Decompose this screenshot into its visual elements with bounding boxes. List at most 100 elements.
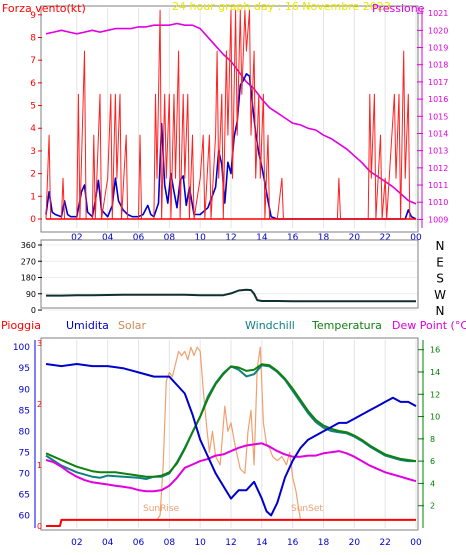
temperature-tick-label: 14 [430,368,440,377]
pressure-label: Pressione [372,2,425,15]
y-left-tick-label: 2 [30,170,36,180]
direction-tick-label: 270 [21,257,36,266]
rain-tick-label: 1 [37,461,42,470]
chart-title: 24 hour graph day : 16 Novembre 2023 [172,0,391,13]
x-tick-label: 06 [133,233,145,243]
wind-pressure-frame [40,5,419,233]
x-tick-label: 08 [164,233,176,243]
temperature-line [45,363,417,478]
direction-tick-label: 90 [26,290,36,299]
wind-pressure-axes: 02 04 06 08 10 12 14 16 18 20 22 000123456789100910… [30,8,448,243]
x-tick-label: 06 [133,538,145,548]
rain-line [46,518,416,527]
temperature-tick-label: 12 [430,390,440,399]
wind-line [45,9,416,220]
compass-label: S [436,272,444,286]
y-right-tick-label: 1019 [428,44,448,53]
x-tick-label: 20 [349,233,361,243]
wind-direction-frame [40,239,419,309]
windchill-label: Windchill [245,319,295,332]
y-left-tick-label: 8 [30,33,36,43]
wind-direction-series [46,288,416,303]
compass-label: E [436,255,444,269]
direction-tick-label: 0 [31,306,36,315]
y-right-tick-label: 1016 [428,95,448,104]
y-left-tick-label: 9 [30,11,36,21]
y-left-tick-label: 0 [30,215,36,225]
y-right-tick-label: 1021 [428,9,448,18]
x-tick-label: 02 [71,233,82,243]
x-tick-label: 18 [318,538,330,548]
y-left-tick-label: 3 [30,147,36,157]
x-tick-label: 00 [410,538,422,548]
x-tick-label: 08 [164,538,176,548]
y-left-tick-label: 7 [30,56,36,66]
solar-label: Solar [118,319,147,332]
x-tick-label: 04 [102,538,114,548]
temperature-tick-label: 6 [430,457,435,466]
y-left-tick-label: 6 [30,79,36,89]
y-right-tick-label: 1017 [428,78,448,87]
dewpoint-label: Dew Point (°C) [392,319,466,332]
x-tick-label: 12 [225,538,236,548]
temperature-tick-label: 10 [430,413,440,422]
y-right-tick-label: 1013 [428,147,448,156]
humidity-tick-label: 100 [13,343,30,353]
y-left-tick-label: 5 [30,102,36,112]
y-right-tick-label: 1020 [428,26,448,35]
wind-speed-label: Forza vento(kt) [2,2,86,15]
y-right-tick-label: 1015 [428,112,448,121]
x-tick-label: 02 [71,538,82,548]
x-tick-label: 16 [287,233,299,243]
x-tick-label: 04 [102,233,114,243]
y-right-tick-label: 1012 [428,164,448,173]
sunrise-annotation: SunRise [143,504,180,514]
gust_avg-line [45,73,417,220]
y-left-tick-label: 1 [30,192,36,202]
direction-tick-label: 360 [21,241,36,250]
x-tick-label: 22 [379,233,390,243]
y-left-tick-label: 4 [30,124,36,134]
humidity-tick-label: 80 [19,427,31,437]
x-tick-label: 10 [194,233,206,243]
temperature-tick-label: 16 [430,346,440,355]
y-right-tick-label: 1010 [428,198,448,207]
x-tick-label: 14 [256,538,268,548]
x-tick-label: 16 [287,538,299,548]
temperature-tick-label: 2 [430,502,435,511]
compass-label: W [434,288,446,302]
rain-tick-label: 0 [37,522,42,531]
humidity-tick-label: 85 [19,406,30,416]
temperature-tick-label: 4 [430,479,435,488]
wind-pressure-series [45,9,417,220]
humidity-tick-label: 75 [19,448,30,458]
humidity-tick-label: 95 [19,364,30,374]
rain-tick-label: 2 [37,400,42,409]
x-tick-label: 14 [256,233,268,243]
x-tick-label: 12 [225,233,236,243]
dewpoint-line [45,442,417,493]
y-right-tick-label: 1009 [428,215,448,224]
humidity-tick-label: 90 [19,385,31,395]
y-right-tick-label: 1014 [428,129,448,138]
humidity-tick-label: 60 [19,511,31,521]
temperature-label: Temperatura [311,319,382,332]
direction-line [46,288,416,303]
y-right-tick-label: 1011 [428,181,448,190]
climate-series [45,346,417,527]
wind-direction-axes: 0 N 90 W 180 S 270 E 360 N [21,239,446,318]
y-right-tick-label: 1018 [428,61,448,70]
x-tick-label: 20 [349,538,361,548]
wind-direction-grid [42,244,417,311]
sunset-annotation: SunSet [291,504,323,514]
temperature-tick-label: 8 [430,435,435,444]
compass-label: N [436,304,445,318]
solar-line [156,346,301,520]
climate-axes: 02 04 06 08 10 12 14 16 18 20 22 006065707580859095… [13,339,440,548]
x-tick-label: 10 [194,538,206,548]
x-tick-label: 18 [318,233,330,243]
compass-label: N [436,239,445,253]
humidity-tick-label: 65 [19,490,30,500]
humidity-label: Umidita [66,319,109,332]
